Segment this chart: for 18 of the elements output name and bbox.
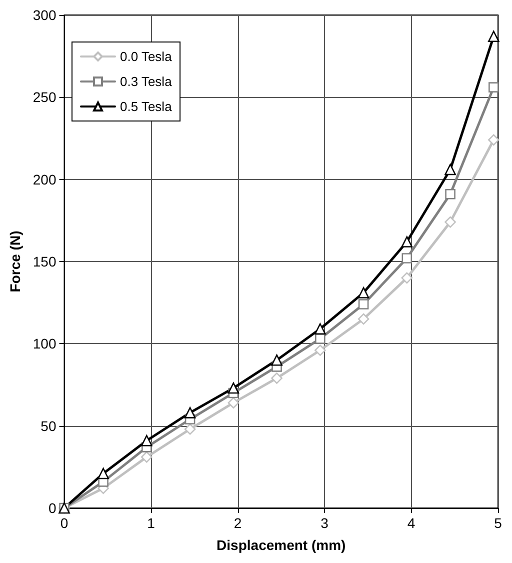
y-tick-label: 250 — [32, 89, 56, 106]
y-tick-label: 300 — [32, 7, 56, 23]
y-tick-label: 50 — [40, 418, 56, 434]
legend-label: 0.3 Tesla — [120, 74, 173, 89]
y-tick-label: 0 — [48, 500, 56, 516]
y-axis-title: Force (N) — [7, 230, 23, 292]
y-tick-label: 200 — [32, 171, 56, 188]
y-tick-label: 100 — [32, 336, 56, 352]
x-tick-label: 5 — [494, 515, 502, 531]
x-tick-label: 0 — [60, 515, 68, 531]
legend-label: 0.5 Tesla — [120, 99, 173, 114]
x-tick-label: 1 — [147, 515, 156, 531]
x-tick-label: 2 — [234, 515, 242, 531]
x-tick-label: 3 — [320, 515, 329, 531]
x-tick-label: 4 — [407, 515, 416, 531]
y-tick-label: 150 — [32, 254, 56, 270]
legend-label: 0.0 Tesla — [120, 49, 173, 64]
x-axis-title: Displacement (mm) — [216, 537, 346, 553]
